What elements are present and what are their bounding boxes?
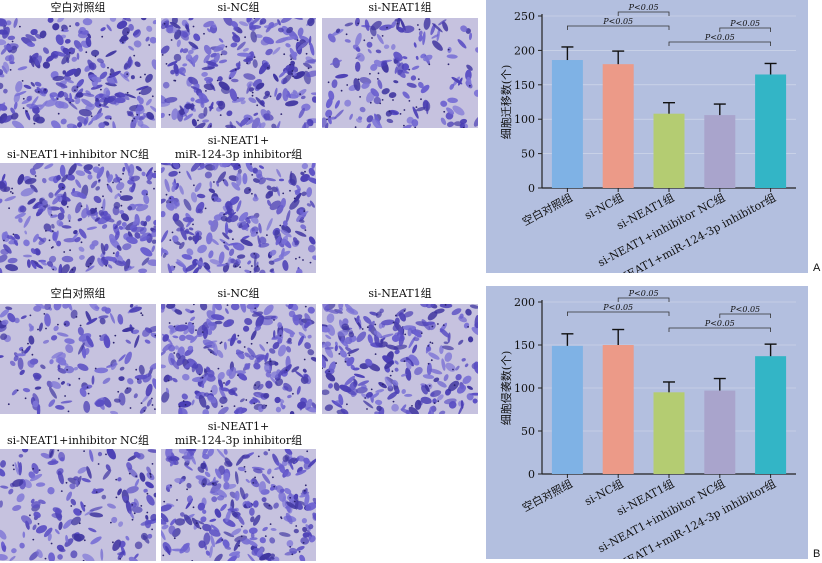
panel-a: 空白对照组 si-NC组 si-NEAT1组 si-NEAT1+inhibito… — [0, 0, 822, 281]
micrograph-image — [0, 449, 156, 561]
image-label: si-NC组 — [217, 1, 260, 14]
y-tick-label: 200 — [514, 44, 535, 57]
x-tick-label: si-NEAT1+miR-124-3p inhibitor组 — [605, 190, 778, 273]
image-label: miR-124-3p inhibitor组 — [174, 434, 303, 447]
bar — [602, 345, 634, 474]
image-label: si-NC组 — [217, 287, 260, 300]
significance-bracket — [719, 313, 771, 318]
panel-letter: A — [813, 262, 821, 274]
micrograph-image — [322, 18, 478, 128]
image-label: si-NEAT1组 — [368, 287, 432, 300]
bar — [653, 392, 685, 474]
bar — [704, 115, 736, 188]
chart-panel: 0 50 100 150 200 250 细胞迁移数(个) 空白对照组 si-NC组 si-NEA… — [486, 0, 808, 273]
x-tick-label: 空白对照组 — [520, 190, 575, 228]
image-label: si-NEAT1+inhibitor NC组 — [6, 434, 150, 447]
significance-label: P<0.05 — [704, 33, 735, 42]
micrograph-image — [0, 163, 156, 273]
micrograph-image — [161, 18, 316, 128]
micrograph-image — [0, 304, 156, 414]
y-tick-label: 250 — [514, 10, 535, 23]
significance-label: P<0.05 — [704, 319, 735, 328]
y-tick-label: 100 — [514, 382, 535, 395]
bar — [653, 113, 685, 188]
significance-bracket — [617, 297, 670, 302]
x-tick-label: si-NEAT1+miR-124-3p inhibitor组 — [605, 476, 778, 559]
y-tick-label: 100 — [514, 113, 535, 126]
x-tick-label: 空白对照组 — [520, 476, 575, 514]
bar — [602, 64, 634, 188]
image-label: si-NEAT1+ — [207, 134, 270, 147]
significance-bracket — [567, 311, 670, 316]
bar — [551, 345, 583, 474]
significance-label: P<0.05 — [602, 17, 633, 26]
y-tick-label: 0 — [528, 182, 535, 195]
micrograph-image — [161, 449, 316, 561]
image-label: si-NEAT1+ — [207, 420, 270, 433]
micrograph-image — [161, 304, 316, 414]
image-label: si-NEAT1组 — [368, 1, 432, 14]
bar — [704, 390, 736, 474]
panel-letter: B — [813, 548, 821, 560]
micrograph-image — [0, 18, 156, 128]
significance-label: P<0.05 — [628, 3, 659, 12]
significance-label: P<0.05 — [729, 305, 760, 314]
significance-bracket — [719, 27, 771, 32]
image-label: 空白对照组 — [50, 1, 106, 14]
bar — [551, 60, 583, 189]
bar — [755, 74, 787, 188]
y-tick-label: 150 — [514, 79, 535, 92]
significance-label: P<0.05 — [628, 289, 659, 298]
y-tick-label: 0 — [528, 468, 535, 481]
significance-bracket — [567, 25, 670, 30]
significance-label: P<0.05 — [602, 303, 633, 312]
significance-bracket — [617, 11, 670, 16]
chart-panel: 0 50 100 150 200 细胞侵袭数(个) 空白对照组 si-NC组 si-NEAT1组… — [486, 286, 808, 559]
y-axis-label: 细胞侵袭数(个) — [499, 351, 513, 426]
significance-label: P<0.05 — [729, 19, 760, 28]
y-tick-label: 200 — [514, 296, 535, 309]
image-label: si-NEAT1+inhibitor NC组 — [6, 148, 150, 161]
y-tick-label: 150 — [514, 339, 535, 352]
significance-bracket — [668, 41, 771, 46]
micrograph-image — [161, 163, 316, 273]
panel-b: 空白对照组 si-NC组 si-NEAT1组 si-NEAT1+inhibito… — [0, 282, 822, 563]
y-axis-label: 细胞迁移数(个) — [500, 65, 513, 140]
image-label: miR-124-3p inhibitor组 — [174, 148, 303, 161]
significance-bracket — [668, 327, 771, 332]
y-tick-label: 50 — [521, 425, 535, 438]
bar — [755, 356, 787, 474]
micrograph-image — [322, 304, 478, 414]
y-tick-label: 50 — [521, 148, 535, 161]
image-label: 空白对照组 — [50, 287, 106, 300]
